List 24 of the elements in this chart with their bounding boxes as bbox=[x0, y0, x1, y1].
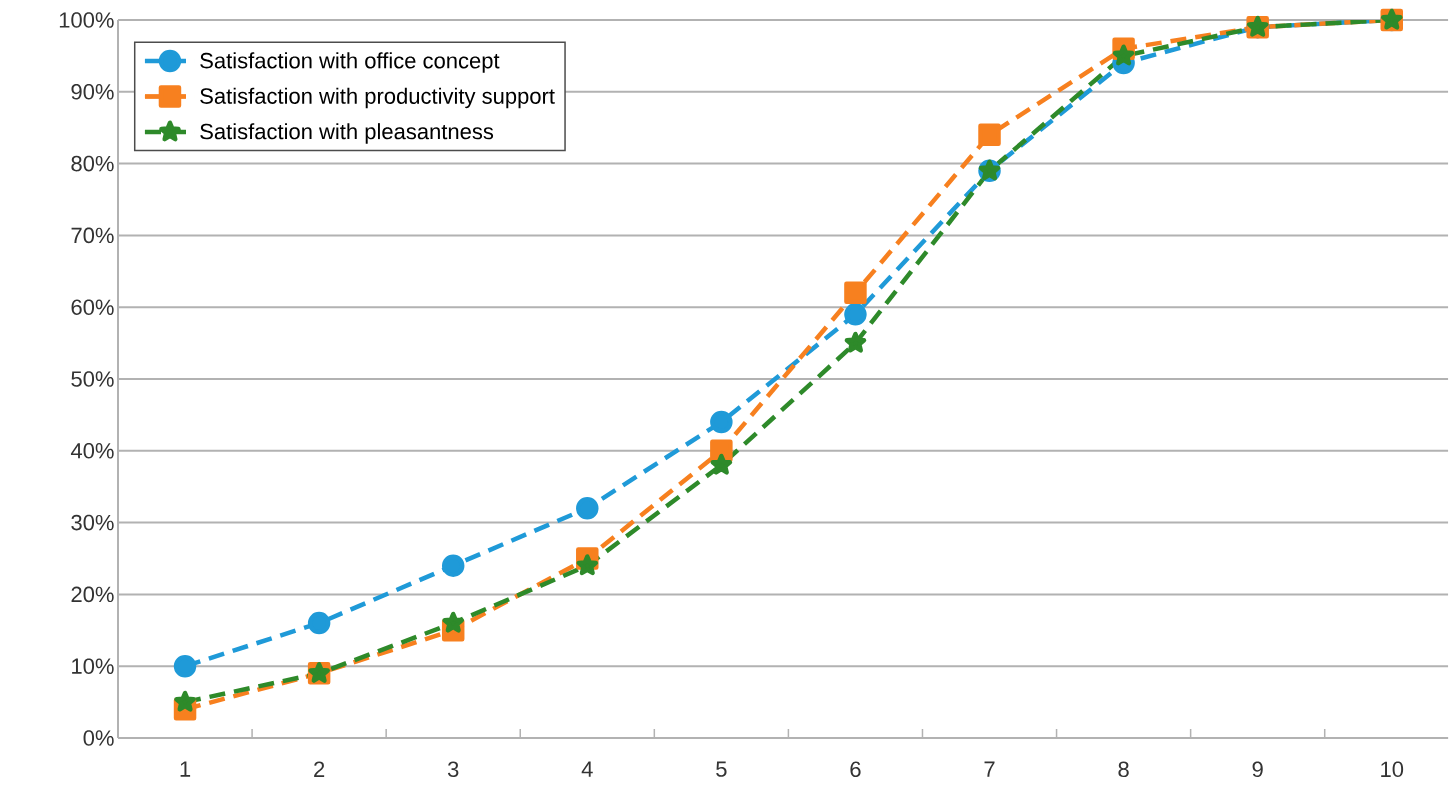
legend-label: Satisfaction with productivity support bbox=[200, 87, 555, 109]
y-tick-label: 20% bbox=[71, 586, 114, 603]
x-tick-label: 5 bbox=[716, 761, 727, 777]
legend-label: Satisfaction with office concept bbox=[200, 52, 500, 73]
x-tick-label: 8 bbox=[1118, 761, 1129, 778]
x-tick-label: 7 bbox=[984, 761, 995, 777]
y-tick-label: 30% bbox=[71, 514, 114, 531]
y-tick-label: 40% bbox=[70, 442, 114, 459]
y-tick-label: 0% bbox=[83, 730, 114, 746]
y-tick-label: 50% bbox=[71, 371, 114, 387]
y-tick-label: 80% bbox=[71, 155, 114, 172]
x-tick-label: 6 bbox=[850, 761, 861, 778]
x-tick-label: 1 bbox=[180, 761, 191, 777]
x-tick-label: 2 bbox=[314, 761, 325, 777]
y-tick-label: 60% bbox=[71, 299, 114, 315]
x-tick-label: 10 bbox=[1381, 761, 1404, 778]
x-tick-label: 3 bbox=[447, 761, 459, 778]
y-tick-label: 90% bbox=[71, 83, 114, 100]
x-tick-label: 4 bbox=[581, 761, 593, 777]
x-tick-label: 9 bbox=[1252, 761, 1263, 778]
y-tick-label: 100% bbox=[59, 12, 114, 28]
y-tick-label: 70% bbox=[71, 227, 114, 244]
legend-label: Satisfaction with pleasantness bbox=[200, 123, 494, 144]
y-tick-label: 10% bbox=[72, 658, 114, 674]
